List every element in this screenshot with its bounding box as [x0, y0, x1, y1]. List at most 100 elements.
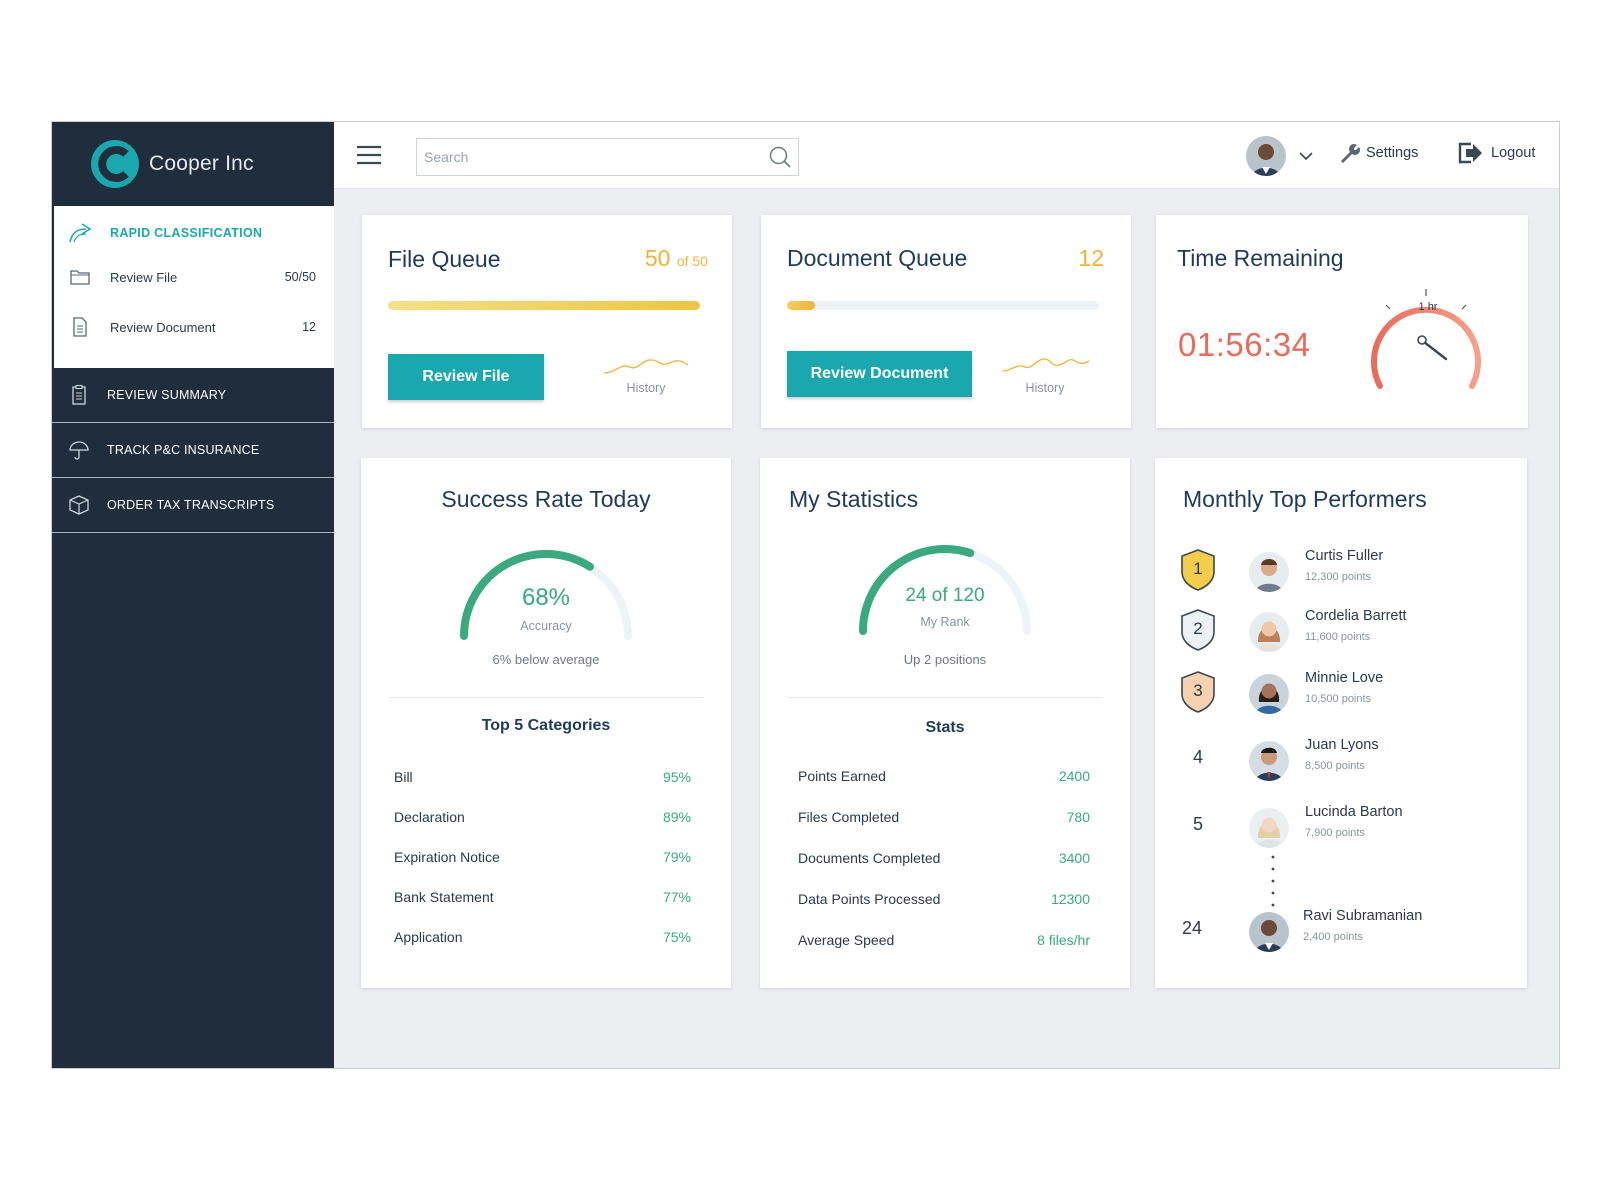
accuracy-gauge [460, 550, 632, 640]
file-queue-count: 50 of 50 [645, 245, 708, 272]
divider [389, 697, 703, 698]
sidebar-item-track-insurance[interactable]: TRACK P&C INSURANCE [52, 423, 334, 478]
category-value: 77% [662, 889, 691, 905]
category-label: Expiration Notice [394, 849, 500, 865]
card-title: Monthly Top Performers [1183, 486, 1427, 512]
performer-points: 12,300 points [1305, 571, 1372, 583]
performer-name: Lucinda Barton [1305, 804, 1403, 820]
box-icon [69, 495, 89, 515]
performer-points: 2,400 points [1303, 931, 1363, 943]
queue-count-value: 50 [644, 245, 671, 271]
accuracy-label: Accuracy [520, 619, 572, 633]
c-logo-icon [91, 140, 139, 188]
category-value: 89% [662, 809, 691, 825]
share-arrow-icon [69, 223, 92, 243]
timer-gauge: 1 hr [1371, 289, 1481, 389]
stats-list: Points Earned 2400 Files Completed 780 D… [798, 755, 1090, 960]
sidebar-item-label: TRACK P&C INSURANCE [107, 443, 260, 457]
sidebar-item-count: 50/50 [284, 270, 316, 284]
list-item: Declaration 89% [394, 797, 691, 837]
performer-row[interactable]: 3 Minnie Love 10,500 points [1155, 670, 1527, 720]
logout-button[interactable]: Logout [1456, 140, 1535, 166]
topbar: Settings Logout [334, 122, 1559, 189]
document-queue-card: Document Queue 12 Review Document Histor… [761, 215, 1131, 428]
card-title: My Statistics [789, 486, 919, 512]
list-item: Points Earned 2400 [798, 755, 1090, 796]
stat-label: Documents Completed [798, 849, 941, 866]
document-history-link[interactable]: History [997, 351, 1093, 395]
user-menu[interactable] [1246, 136, 1314, 176]
rank-note: Up 2 positions [903, 652, 987, 667]
search-icon[interactable] [768, 145, 792, 169]
performer-name: Curtis Fuller [1305, 548, 1384, 564]
top-performers-card: Monthly Top Performers 1 Curtis Fuller 1… [1155, 458, 1527, 988]
category-label: Bank Statement [394, 889, 494, 905]
rank-number: 1 [1193, 559, 1203, 578]
list-item: Average Speed 8 files/hr [798, 919, 1090, 960]
sparkline-icon [603, 359, 689, 374]
sidebar-item-review-file[interactable]: Review File 50/50 [54, 252, 334, 302]
umbrella-icon [69, 441, 89, 460]
sidebar-item-rapid-classification[interactable]: RAPID CLASSIFICATION [54, 214, 334, 252]
list-item: Bill 95% [394, 757, 691, 797]
history-label: History [626, 381, 666, 395]
rank-value: 24 of 120 [905, 585, 985, 606]
file-history-link[interactable]: History [598, 351, 694, 395]
stat-value: 8 files/hr [1037, 931, 1090, 948]
logout-icon [1458, 142, 1482, 164]
divider [788, 697, 1102, 698]
card-title: File Queue [388, 246, 501, 272]
performer-row[interactable]: 4 Juan Lyons 8,500 points [1155, 737, 1527, 787]
sidebar-item-order-tax-transcripts[interactable]: ORDER TAX TRANSCRIPTS [52, 478, 334, 533]
search-input[interactable] [424, 149, 768, 165]
list-item: Files Completed 780 [798, 796, 1090, 837]
sidebar-item-label: Review File [110, 269, 178, 285]
performer-row[interactable]: 5 Lucinda Barton 7,900 points [1155, 804, 1527, 854]
document-queue-progress-bar [787, 301, 1099, 310]
brand[interactable]: Cooper Inc [52, 122, 334, 206]
list-item: Application 75% [394, 917, 691, 957]
accuracy-value: 68% [521, 584, 571, 611]
sidebar: Cooper Inc RAPID CLASSIFICATION Review F… [52, 122, 334, 1068]
rank-gauge [859, 545, 1031, 635]
performer-name: Juan Lyons [1305, 737, 1379, 753]
rank-number: 24 [1181, 918, 1203, 938]
success-rate-card: Success Rate Today 68% Accuracy 6% below… [361, 458, 731, 988]
sidebar-item-count: 12 [302, 320, 316, 334]
bronze-badge-icon: 3 [1179, 670, 1217, 714]
progress-fill [388, 301, 700, 310]
review-file-button[interactable]: Review File [388, 354, 544, 400]
performer-row[interactable]: 1 Curtis Fuller 12,300 points [1155, 548, 1527, 598]
sparkline-icon [1002, 358, 1090, 372]
avatar [1249, 741, 1289, 781]
stat-value: 12300 [1051, 890, 1090, 907]
gold-badge-icon: 1 [1179, 548, 1217, 592]
category-label: Bill [394, 769, 413, 785]
category-value: 75% [662, 929, 691, 945]
file-queue-card: File Queue 50 of 50 Review File History [362, 215, 732, 428]
stat-value: 2400 [1058, 767, 1090, 784]
accuracy-note: 6% below average [492, 652, 600, 667]
document-queue-count: 12 [1078, 245, 1104, 271]
performer-row[interactable]: 24 Ravi Subramanian 2,400 points [1155, 908, 1527, 958]
sidebar-item-review-document[interactable]: Review Document 12 [54, 302, 334, 352]
sidebar-item-review-summary[interactable]: REVIEW SUMMARY [52, 368, 334, 423]
silver-badge-icon: 2 [1179, 608, 1217, 652]
avatar [1249, 552, 1289, 592]
time-remaining-card: Time Remaining 01:56:34 1 hr [1156, 215, 1528, 428]
logout-label: Logout [1491, 145, 1536, 161]
top-categories-title: Top 5 Categories [481, 717, 611, 734]
queue-count-total: of 50 [676, 253, 708, 269]
performer-row[interactable]: 2 Cordelia Barrett 11,600 points [1155, 608, 1527, 658]
user-avatar [1246, 136, 1286, 176]
gauge-arc [859, 545, 975, 635]
progress-fill [787, 301, 816, 310]
stat-label: Files Completed [798, 808, 900, 825]
clipboard-icon [72, 384, 86, 405]
sidebar-item-label: REVIEW SUMMARY [107, 388, 227, 402]
hamburger-menu-icon[interactable] [356, 144, 382, 166]
review-document-button[interactable]: Review Document [787, 351, 972, 397]
categories-list: Bill 95% Declaration 89% Expiration Noti… [394, 757, 691, 957]
settings-button[interactable]: Settings [1338, 142, 1418, 164]
list-item: Bank Statement 77% [394, 877, 691, 917]
